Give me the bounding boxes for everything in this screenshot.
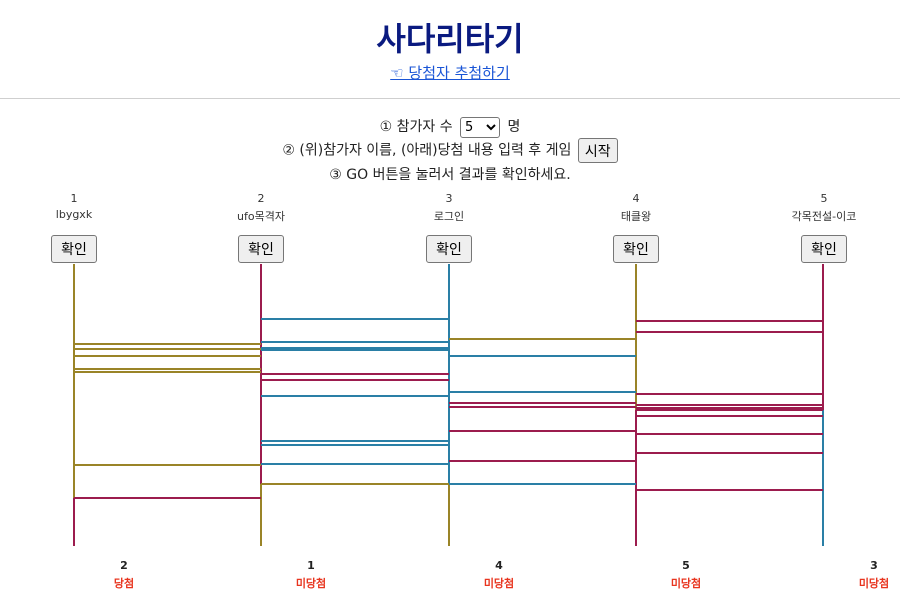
- participant-name: ufo목격자: [237, 210, 285, 223]
- confirm-button[interactable]: 확인: [238, 235, 284, 263]
- participant-name: 각목전설-이코: [791, 210, 857, 223]
- confirm-button[interactable]: 확인: [613, 235, 659, 263]
- confirm-button[interactable]: 확인: [426, 235, 472, 263]
- participant-count-label: ① 참가자 수: [379, 119, 453, 135]
- result-number: 2: [120, 559, 128, 572]
- participant-name: 로그인: [433, 210, 465, 223]
- participant-name: lbygxk: [55, 208, 93, 221]
- participant-number: 5: [820, 192, 828, 205]
- result-number: 5: [682, 559, 690, 572]
- result-number: 1: [307, 559, 315, 572]
- participant-number: 1: [70, 192, 78, 205]
- participant-number: 4: [632, 192, 640, 205]
- result-label: 미당첨: [295, 577, 327, 590]
- instruction-step-1: ① 참가자 수 2345678910 명: [0, 116, 900, 138]
- confirm-button[interactable]: 확인: [801, 235, 847, 263]
- participant-count-select[interactable]: 2345678910: [460, 116, 501, 138]
- instruction-step-3: ③ GO 버튼을 눌러서 결과를 확인하세요.: [329, 167, 571, 183]
- result-label: 미당첨: [483, 577, 515, 590]
- participant-number: 2: [257, 192, 265, 205]
- participant-count-unit: 명: [507, 119, 521, 135]
- page-title: 사다리타기: [376, 20, 524, 58]
- participant-name: 태클왕: [620, 210, 652, 223]
- result-label: 미당첨: [670, 577, 702, 590]
- divider: [0, 98, 900, 99]
- participant-number: 3: [445, 192, 453, 205]
- result-number: 4: [495, 559, 503, 572]
- ladder-board: [73, 264, 824, 546]
- result-number: 3: [870, 559, 878, 572]
- result-label: 당첨: [113, 577, 135, 590]
- instruction-step-2-text: ② (위)참가자 이름, (아래)당첨 내용 입력 후 게임: [282, 142, 572, 159]
- draw-winner-link[interactable]: ☜ 당첨자 추첨하기: [390, 64, 510, 82]
- instruction-step-2: ② (위)참가자 이름, (아래)당첨 내용 입력 후 게임 시작: [0, 138, 900, 163]
- result-label: 미당첨: [858, 577, 890, 590]
- confirm-button[interactable]: 확인: [51, 235, 97, 263]
- start-button[interactable]: 시작: [577, 138, 618, 163]
